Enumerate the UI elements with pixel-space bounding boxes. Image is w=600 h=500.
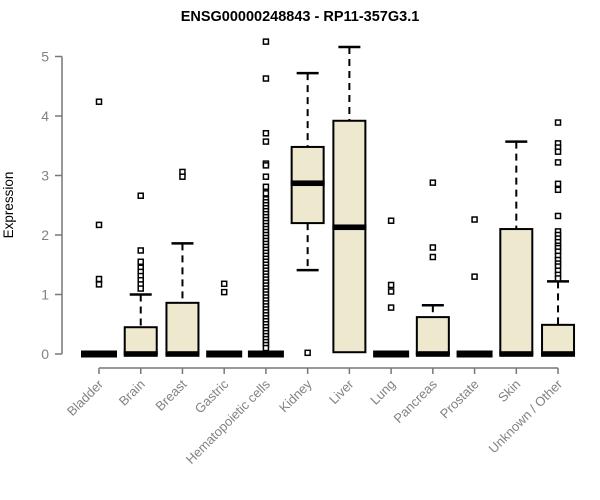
outlier-point	[137, 258, 144, 266]
outlier-point	[262, 38, 270, 45]
x-tick-label: Skin	[495, 377, 523, 405]
outlier-point	[554, 119, 562, 126]
outlier-point	[262, 173, 270, 180]
outlier-point	[554, 159, 562, 166]
zero-box	[247, 350, 284, 358]
median-line	[165, 351, 200, 357]
outlier-point	[220, 288, 228, 296]
outlier-point	[554, 148, 562, 155]
y-axis-label: Expression	[1, 172, 16, 239]
box	[123, 326, 158, 356]
zero-box	[456, 350, 493, 358]
box	[332, 119, 367, 354]
outlier-point	[262, 190, 270, 197]
y-tick-label: 2	[41, 227, 49, 243]
x-tick-label: Kidney	[276, 376, 315, 415]
y-tick-label: 1	[41, 287, 49, 303]
y-tick-label: 3	[41, 168, 49, 184]
median-line	[499, 351, 534, 357]
x-tick-label: Breast	[152, 376, 189, 413]
outlier-point	[137, 192, 144, 199]
outlier-point	[220, 280, 228, 288]
zero-box	[81, 350, 117, 358]
outlier-point	[387, 304, 395, 311]
y-tick-label: 5	[41, 49, 49, 65]
box	[499, 228, 534, 355]
outlier-point	[387, 217, 395, 224]
chart-title: ENSG00000248843 - RP11-357G3.1	[181, 9, 420, 25]
outlier-point	[95, 221, 103, 229]
y-tick-label: 4	[41, 108, 49, 124]
zero-box	[373, 350, 410, 358]
outlier-point	[262, 138, 270, 145]
x-tick-label: Liver	[326, 376, 357, 407]
outlier-point	[262, 162, 270, 169]
x-tick-label: Prostate	[437, 377, 482, 422]
median-line	[332, 224, 367, 231]
outlier-point	[262, 75, 270, 82]
outlier-point	[471, 216, 478, 223]
outlier-point	[554, 275, 562, 282]
box	[415, 316, 450, 355]
outlier-point	[262, 344, 270, 352]
x-tick-label: Bladder	[64, 376, 107, 419]
outlier-point	[429, 179, 437, 186]
outlier-point	[262, 183, 270, 191]
x-tick-label: Unknown / Other	[486, 376, 566, 456]
outlier-point	[387, 288, 395, 295]
outlier-point	[262, 130, 270, 137]
outlier-point	[471, 273, 478, 280]
outlier-point	[137, 285, 144, 292]
box	[541, 323, 576, 356]
outlier-point	[429, 253, 437, 261]
outlier-point	[387, 281, 395, 289]
x-tick-label: Gastric	[192, 376, 232, 416]
outlier-point	[429, 244, 437, 251]
outlier-point	[554, 186, 562, 194]
x-tick-label: Lung	[367, 377, 398, 408]
outlier-point	[95, 98, 103, 105]
outlier-point	[95, 281, 103, 288]
x-tick-label: Brain	[116, 377, 148, 409]
outlier-point	[95, 275, 103, 283]
box	[165, 301, 200, 355]
x-tick-label: Pancreas	[391, 376, 441, 426]
outlier-point	[137, 247, 144, 254]
y-tick-label: 0	[41, 346, 49, 362]
outlier-point	[304, 349, 311, 357]
median-line	[415, 351, 450, 357]
median-line	[123, 351, 158, 357]
median-line	[290, 180, 325, 187]
median-line	[541, 351, 576, 357]
outlier-point	[554, 180, 562, 188]
outlier-point	[179, 173, 186, 180]
zero-box	[206, 350, 243, 358]
outlier-point	[554, 212, 562, 220]
